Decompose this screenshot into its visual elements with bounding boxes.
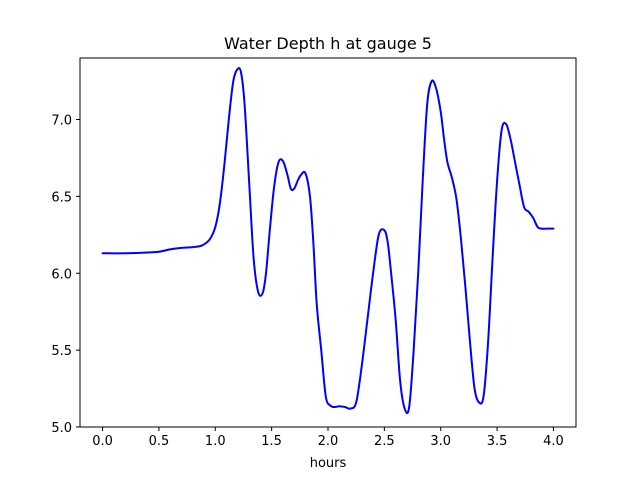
x-tick-label: 0.0 — [92, 434, 113, 449]
axes-frame — [79, 57, 577, 428]
y-tick-label: 5.5 — [51, 344, 72, 359]
x-tick-label: 0.5 — [149, 434, 170, 449]
series-line — [101, 67, 555, 415]
x-tick-label: 1.5 — [261, 434, 282, 449]
plot-area — [101, 67, 555, 415]
x-tick-label: 3.0 — [430, 434, 451, 449]
chart-title: Water Depth h at gauge 5 — [224, 34, 432, 53]
x-axis-label: hours — [310, 456, 347, 471]
y-tick-label: 6.5 — [51, 190, 72, 205]
y-tick-label: 5.0 — [51, 421, 72, 436]
x-tick-label: 4.0 — [543, 434, 564, 449]
x-tick-label: 1.0 — [205, 434, 226, 449]
y-tick-label: 6.0 — [51, 267, 72, 282]
y-axis-ticks: 5.0 5.5 6.0 6.5 7.0 — [51, 114, 80, 436]
x-tick-label: 3.5 — [487, 434, 508, 449]
x-axis-ticks: 0.0 0.5 1.0 1.5 2.0 2.5 3.0 3.5 4.0 — [92, 427, 564, 449]
x-tick-label: 2.0 — [318, 434, 339, 449]
x-tick-label: 2.5 — [374, 434, 395, 449]
y-tick-label: 7.0 — [51, 114, 72, 129]
